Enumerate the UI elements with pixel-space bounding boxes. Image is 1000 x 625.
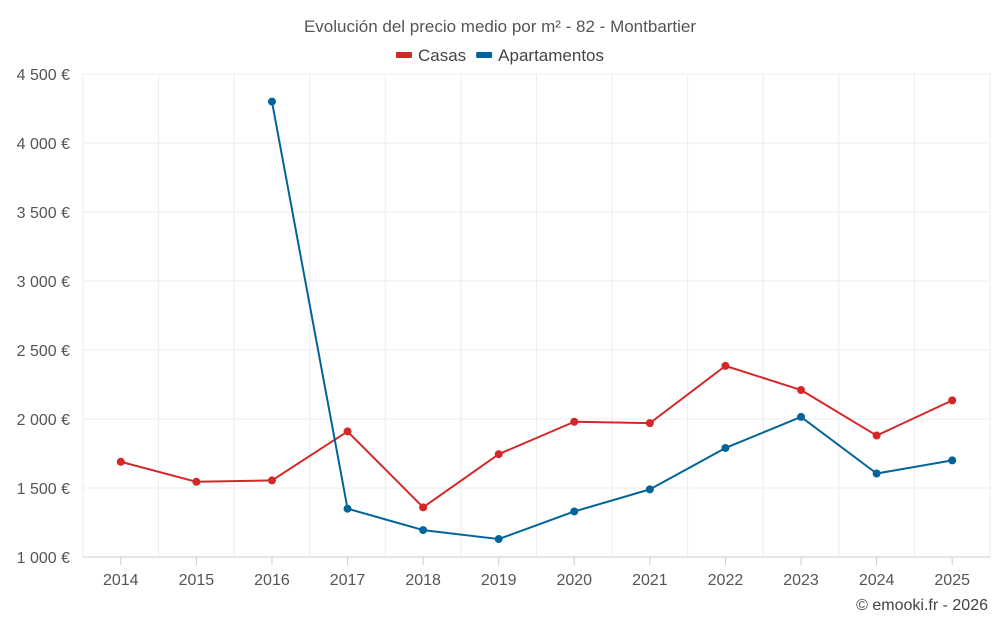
data-point-apartamentos[interactable]: [721, 443, 730, 452]
legend: Casas Apartamentos: [395, 46, 604, 65]
x-tick-label: 2020: [556, 572, 592, 589]
x-tick-label: 2018: [405, 572, 441, 589]
x-tick-label: 2021: [632, 572, 668, 589]
legend-item-apartamentos[interactable]: Apartamentos: [476, 46, 604, 65]
data-point-apartamentos[interactable]: [948, 456, 957, 465]
data-point-casas[interactable]: [948, 396, 957, 405]
data-point-apartamentos[interactable]: [343, 504, 352, 513]
data-point-casas[interactable]: [494, 450, 503, 459]
data-point-casas[interactable]: [721, 361, 730, 370]
legend-swatch: [476, 52, 493, 58]
grid: [82, 73, 991, 557]
x-tick-label: 2023: [783, 572, 819, 589]
data-point-apartamentos[interactable]: [419, 526, 428, 535]
y-tick-label: 1 000 €: [17, 550, 70, 567]
data-point-casas[interactable]: [797, 386, 806, 395]
y-tick-label: 4 000 €: [17, 136, 70, 153]
data-point-casas[interactable]: [872, 431, 881, 440]
data-point-apartamentos[interactable]: [872, 469, 881, 478]
series-line-apartamentos: [270, 100, 954, 541]
x-tick-label: 2019: [481, 572, 517, 589]
x-tick-label: 2014: [103, 572, 139, 589]
x-tick-label: 2025: [934, 572, 970, 589]
data-point-casas[interactable]: [570, 417, 579, 426]
axes: 1 000 € 1 500 € 2 000 € 2 500 € 3 000 € 3 500…: [17, 67, 990, 589]
x-tick-label: 2017: [330, 572, 366, 589]
copyright-credit: © emooki.fr - 2026: [856, 597, 988, 614]
x-tick-label: 2022: [708, 572, 744, 589]
series-line-casas: [119, 364, 954, 509]
series-layer: [116, 97, 957, 544]
data-point-apartamentos[interactable]: [645, 485, 654, 494]
x-tick-label: 2016: [254, 572, 290, 589]
series-apartamentos: [267, 97, 957, 544]
legend-swatch: [395, 52, 412, 58]
data-point-casas[interactable]: [267, 476, 276, 485]
data-point-apartamentos[interactable]: [797, 412, 806, 421]
y-tick-label: 4 500 €: [17, 67, 70, 84]
y-tick-label: 1 500 €: [17, 481, 70, 498]
chart-title: Evolución del precio medio por m² - 82 -…: [304, 17, 696, 36]
y-tick-label: 2 500 €: [17, 343, 70, 360]
data-point-casas[interactable]: [343, 427, 352, 436]
data-point-casas[interactable]: [192, 477, 201, 486]
data-point-casas[interactable]: [645, 419, 654, 428]
data-point-apartamentos[interactable]: [570, 507, 579, 516]
y-tick-label: 2 000 €: [17, 412, 70, 429]
y-tick-label: 3 500 €: [17, 205, 70, 222]
data-point-casas[interactable]: [419, 503, 428, 512]
x-tick-label: 2024: [859, 572, 895, 589]
data-point-apartamentos[interactable]: [494, 535, 503, 544]
legend-item-casas[interactable]: Casas: [395, 46, 466, 65]
data-point-casas[interactable]: [116, 457, 125, 466]
legend-label: Casas: [418, 46, 466, 65]
series-casas: [116, 361, 957, 512]
y-tick-label: 3 000 €: [17, 274, 70, 291]
x-tick-label: 2015: [179, 572, 215, 589]
legend-label: Apartamentos: [498, 46, 604, 65]
data-point-apartamentos[interactable]: [267, 97, 276, 106]
